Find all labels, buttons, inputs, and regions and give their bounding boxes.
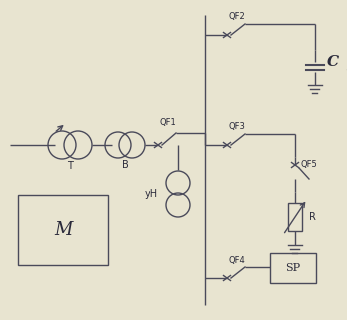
- Text: QF3: QF3: [229, 123, 246, 132]
- Text: T: T: [67, 161, 73, 171]
- Text: QF2: QF2: [229, 12, 246, 21]
- Text: B: B: [122, 160, 128, 170]
- Text: SP: SP: [286, 263, 301, 273]
- Text: C: C: [327, 55, 339, 69]
- Text: R: R: [309, 212, 316, 222]
- Bar: [18, 195, 108, 265]
- Text: QF4: QF4: [229, 255, 246, 265]
- Bar: [288, 203, 302, 231]
- Text: QF5: QF5: [301, 161, 318, 170]
- Text: 10: 10: [345, 69, 347, 78]
- Text: QF1: QF1: [160, 118, 177, 127]
- Text: M: M: [54, 221, 72, 239]
- Bar: [270, 253, 316, 283]
- Text: yH: yH: [144, 189, 158, 199]
